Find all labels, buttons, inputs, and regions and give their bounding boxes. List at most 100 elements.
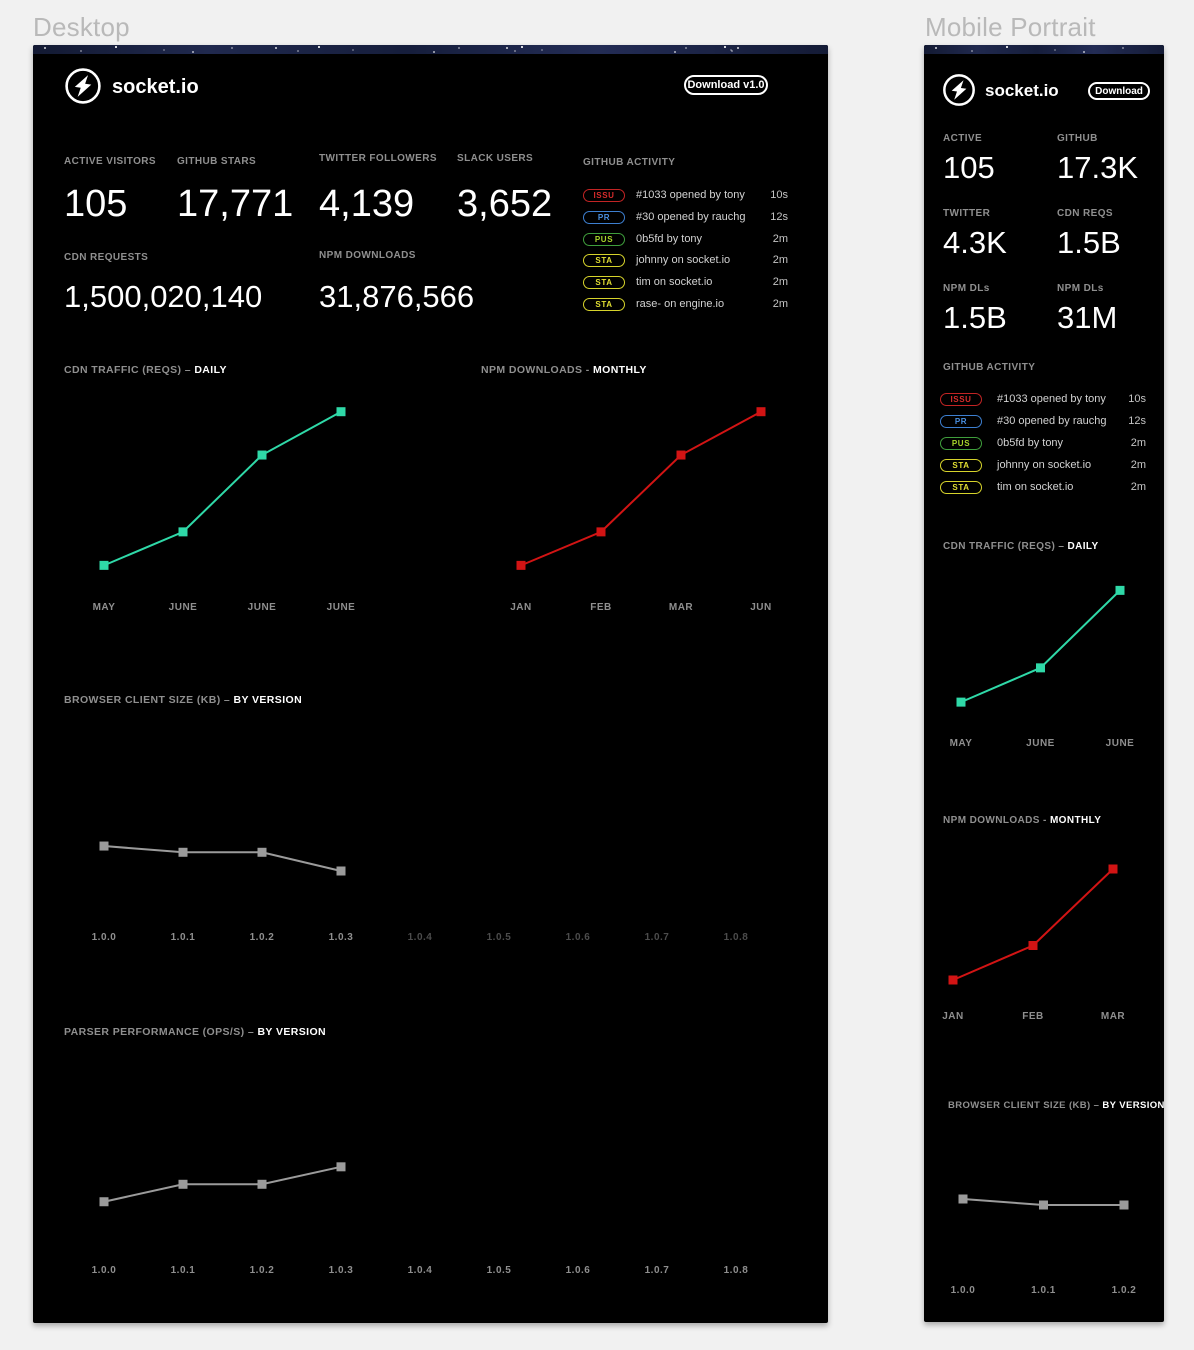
chart-point-marker — [99, 841, 109, 851]
stat-label: SLACK USERS — [457, 153, 534, 164]
stat-value: 1.5B — [943, 300, 1007, 335]
activity-timestamp: 2m — [772, 232, 788, 245]
chart-point-marker — [1036, 663, 1045, 673]
chart-point-marker — [257, 847, 267, 857]
activity-timestamp: 10s — [1128, 393, 1146, 405]
activity-tag-badge: PUS — [940, 437, 982, 450]
stat-value: 4.3K — [943, 225, 1007, 260]
activity-tag-badge: STA — [583, 298, 625, 311]
x-axis-label: 1.0.2 — [1112, 1285, 1137, 1296]
activity-tag-badge: STA — [940, 481, 982, 494]
activity-description: tim on socket.io — [997, 481, 1074, 493]
activity-timestamp: 2m — [772, 276, 788, 289]
chart-line — [960, 589, 1121, 704]
chart-title: BROWSER CLIENT SIZE (KB) – BY VERSION — [64, 694, 302, 706]
activity-tag-badge: STA — [583, 276, 625, 290]
stat-label: GITHUB — [1057, 133, 1098, 144]
stat-value: 105 — [64, 183, 128, 225]
download-button[interactable]: Download v1.0 — [684, 75, 768, 95]
activity-tag-badge: PUS — [583, 232, 625, 246]
chart-title-muted: NPM DOWNLOADS - — [481, 364, 593, 376]
x-axis-label: 1.0.6 — [566, 932, 591, 943]
chart-point-marker — [257, 450, 267, 460]
mobile-cdn-traffic-chart: MAY JUNE JUNE — [950, 585, 1135, 749]
chart-line — [103, 1165, 342, 1203]
x-axis-label: 1.0.0 — [92, 932, 117, 943]
x-axis-label: 1.0.2 — [250, 1265, 275, 1276]
desktop-browser-client-size-chart: 1.0.0 1.0.1 1.0.2 1.0.3 1.0.4 1.0.5 1.0.6 1.0.7… — [92, 841, 748, 943]
activity-tag-badge: STA — [940, 459, 982, 472]
brand-name[interactable]: socket.io — [985, 81, 1059, 100]
stat-label: ACTIVE VISITORS — [64, 156, 156, 167]
mobile-dashboard: socket.io Download ACTIVE 105 GITHUB 17.3K T… — [924, 45, 1164, 1322]
chart-title-emphasis: MONTHLY — [1049, 815, 1102, 826]
x-axis-label: 1.0.0 — [951, 1285, 976, 1296]
activity-timestamp: 12s — [770, 210, 788, 223]
mobile-npm-downloads-chart: JAN FEB MAR — [942, 864, 1125, 1022]
x-axis-label: 1.0.3 — [329, 932, 354, 943]
chart-point-marker — [676, 450, 686, 460]
chart-point-marker — [948, 975, 958, 985]
chart-point-marker — [1028, 941, 1038, 950]
stat-value: 4,139 — [319, 183, 415, 225]
chart-title-muted: PARSER PERFORMANCE (OPS/S) – — [64, 1026, 258, 1038]
desktop-cdn-traffic-chart: MAY JUNE JUNE JUNE — [93, 407, 356, 613]
stat-label: ACTIVE — [943, 133, 983, 144]
chart-point-marker — [257, 1179, 267, 1189]
x-axis-label: JUNE — [327, 602, 356, 613]
x-axis-label: 1.0.2 — [250, 932, 275, 943]
stat-value: 3,652 — [457, 183, 553, 225]
activity-description: #1033 opened by tony — [997, 393, 1106, 405]
stat-label: TWITTER — [943, 208, 991, 219]
chart-title-emphasis: MONTHLY — [592, 364, 647, 376]
desktop-dashboard: socket.io Download v1.0 ACTIVE VISITORS 1… — [33, 45, 828, 1323]
chart-point-marker — [958, 1194, 968, 1204]
socketio-logo-icon[interactable] — [64, 67, 102, 105]
activity-description: 0b5fd by tony — [997, 437, 1064, 449]
x-axis-label: JUNE — [1026, 738, 1055, 749]
github-activity-title: GITHUB ACTIVITY — [943, 362, 1036, 373]
chart-title-muted: NPM DOWNLOADS - — [943, 815, 1050, 826]
stat-label: NPM DLs — [943, 283, 990, 294]
chart-point-marker — [1119, 1200, 1129, 1210]
chart-point-marker — [336, 1162, 346, 1172]
activity-timestamp: 2m — [772, 254, 788, 267]
x-axis-label: JUNE — [169, 602, 198, 613]
x-axis-label: 1.0.1 — [171, 1265, 196, 1276]
chart-point-marker — [596, 527, 606, 537]
x-axis-label: JUNE — [1106, 738, 1135, 749]
chart-title: CDN TRAFFIC (REQS) – DAILY — [64, 364, 227, 376]
chart-point-marker — [956, 697, 966, 707]
chart-title-emphasis: DAILY — [194, 364, 227, 376]
download-button[interactable]: Download — [1088, 82, 1150, 100]
activity-timestamp: 10s — [770, 189, 788, 201]
x-axis-label: 1.0.0 — [92, 1265, 117, 1276]
activity-tag-badge: PR — [940, 415, 982, 428]
activity-tag-badge: PR — [583, 210, 625, 224]
brand-name[interactable]: socket.io — [112, 76, 199, 98]
activity-timestamp: 2m — [1130, 459, 1146, 471]
chart-title: NPM DOWNLOADS - MONTHLY — [943, 815, 1101, 826]
x-axis-label: FEB — [1022, 1011, 1044, 1022]
desktop-section-label: Desktop — [33, 12, 130, 42]
activity-tag-badge: ISSU — [940, 393, 982, 406]
chart-title-muted: CDN TRAFFIC (REQS) – — [943, 541, 1068, 552]
x-axis-label: 1.0.1 — [1031, 1285, 1056, 1296]
chart-line — [952, 868, 1114, 981]
chart-line — [103, 845, 342, 872]
chart-point-marker — [178, 1179, 188, 1189]
socketio-logo-icon[interactable] — [942, 73, 976, 107]
activity-description: johnny on socket.io — [997, 459, 1092, 471]
stat-label: CDN REQUESTS — [64, 252, 149, 263]
activity-description: rase- on engine.io — [636, 298, 725, 310]
stat-label: CDN REQS — [1057, 208, 1113, 219]
chart-title-emphasis: DAILY — [1067, 541, 1099, 552]
github-activity-title: GITHUB ACTIVITY — [583, 157, 676, 168]
x-axis-label: 1.0.4 — [408, 1265, 433, 1276]
activity-timestamp: 12s — [1128, 415, 1146, 427]
stat-value: 17,771 — [177, 183, 294, 225]
activity-description: tim on socket.io — [636, 276, 713, 289]
activity-description: #30 opened by rauchg — [997, 415, 1107, 427]
x-axis-label: 1.0.4 — [408, 932, 433, 943]
